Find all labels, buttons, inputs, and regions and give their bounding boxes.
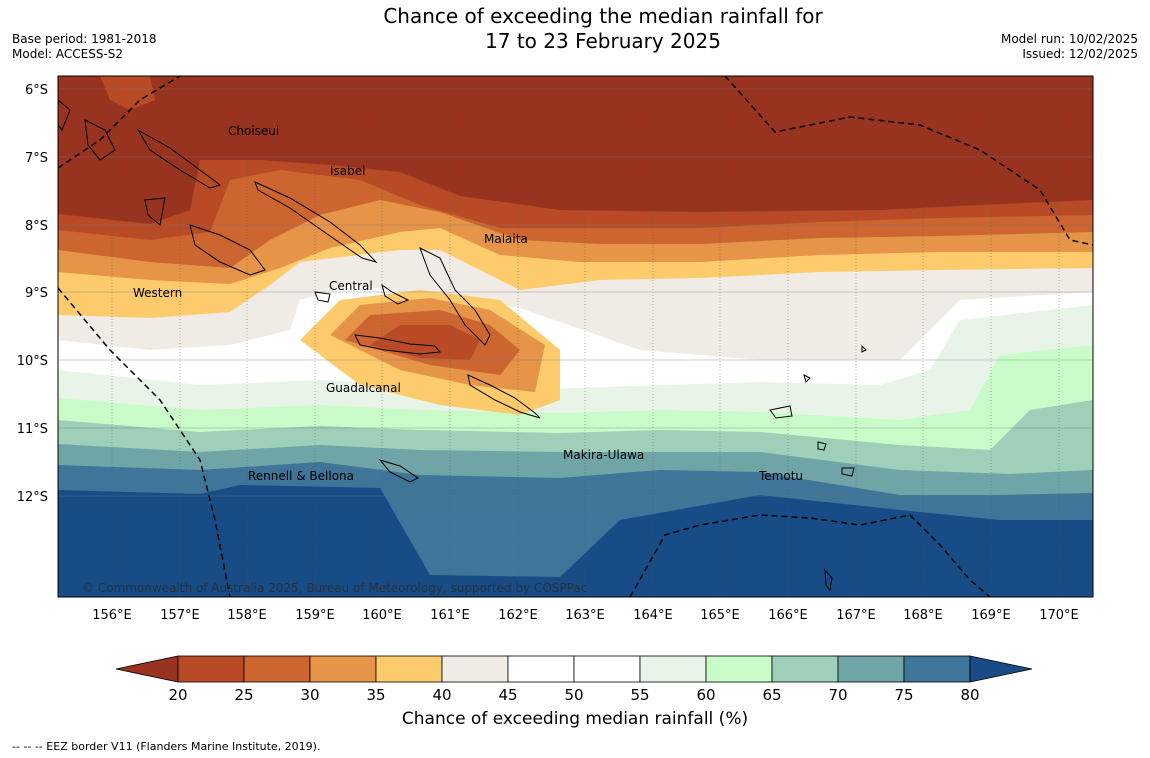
island-malaita: [419, 246, 491, 346]
island-makira: [467, 374, 541, 419]
island-central: [314, 283, 410, 305]
lon-label: 157°E: [160, 608, 200, 623]
island-santa-cruz: [769, 405, 793, 419]
colorbar-tick-label: 60: [696, 686, 715, 704]
lon-label: 159°E: [295, 608, 335, 623]
title-line-2: 17 to 23 February 2025: [485, 29, 721, 53]
colorbar: [115, 655, 1033, 683]
lon-label: 162°E: [498, 608, 538, 623]
lon-label: 161°E: [430, 608, 470, 623]
eez-footnote: -- -- -- EEZ border V11 (Flanders Marine…: [12, 740, 321, 753]
meta-left: Base period: 1981-2018 Model: ACCESS-S2: [12, 32, 157, 62]
title-line-1: Chance of exceeding the median rainfall …: [383, 4, 823, 28]
colorbar-label: Chance of exceeding median rainfall (%): [401, 709, 749, 729]
map-frame: [57, 75, 1094, 598]
lat-label: 12°S: [17, 490, 48, 505]
place-label-makira-ulawa: Makira-Ulawa: [563, 448, 644, 462]
place-label-isabel: Isabel: [330, 164, 365, 178]
colorbar-tick-label: 45: [498, 686, 517, 704]
island-anuta: [861, 344, 867, 353]
island-bougainville-tip: [58, 99, 71, 131]
colorbar-tick-label: 40: [432, 686, 451, 704]
lon-label: 166°E: [768, 608, 808, 623]
map-area: [58, 76, 1093, 597]
lon-label: 156°E: [92, 608, 132, 623]
colorbar-segment: [507, 655, 575, 683]
colorbar-segment: [705, 655, 773, 683]
lon-label: 167°E: [836, 608, 876, 623]
island-isabel: [254, 181, 378, 263]
colorbar-segment: [375, 655, 443, 683]
lon-label: 169°E: [971, 608, 1011, 623]
colorbar-tick-label: 80: [960, 686, 979, 704]
lat-label: 7°S: [25, 151, 48, 166]
colorbar-segment: [309, 655, 377, 683]
band-below-20: [58, 76, 1093, 224]
lon-label: 165°E: [700, 608, 740, 623]
colorbar-tick-label: 50: [564, 686, 583, 704]
colorbar-segment: [441, 655, 509, 683]
lon-label: 168°E: [903, 608, 943, 623]
colorbar-tick-label: 75: [894, 686, 913, 704]
meta-right: Model run: 10/02/2025 Issued: 12/02/2025: [1001, 32, 1138, 62]
colorbar-tick-label: 35: [366, 686, 385, 704]
colorbar-arrow-high: [969, 655, 1033, 683]
choiseul-wedge: [100, 76, 155, 110]
island-vella: [144, 197, 166, 226]
island-new-georgia: [189, 224, 266, 276]
lon-label: 163°E: [565, 608, 605, 623]
colorbar-segment: [837, 655, 905, 683]
map-title: Chance of exceeding the median rainfall …: [0, 4, 1150, 54]
place-label-guadalcanal: Guadalcanal: [326, 381, 401, 395]
island-torres: [824, 568, 833, 592]
coastlines: [58, 99, 867, 592]
colorbar-tick-label: 30: [300, 686, 319, 704]
issued-date: Issued: 12/02/2025: [1022, 47, 1138, 61]
colorbar-segment: [771, 655, 839, 683]
eez-borders: [58, 76, 1093, 597]
colorbar-tick-label: 70: [828, 686, 847, 704]
lat-label: 6°S: [25, 83, 48, 98]
colorbar-tick-label: 25: [234, 686, 253, 704]
place-label-temotu: Temotu: [758, 469, 803, 483]
colorbar-segment: [639, 655, 707, 683]
lat-label: 11°S: [17, 422, 48, 437]
island-utupua: [817, 441, 827, 451]
lat-label: 10°S: [17, 354, 48, 369]
colorbar-segment: [903, 655, 971, 683]
colorbar-tick-label: 65: [762, 686, 781, 704]
place-label-rennell-bellona: Rennell & Bellona: [248, 469, 354, 483]
lat-label: 8°S: [25, 219, 48, 234]
colorbar-segment: [573, 655, 641, 683]
colorbar-ticks: 20 25 30 35 40 45 50 55 60 65 70 75 80: [168, 686, 979, 704]
island-guadalcanal: [354, 334, 441, 355]
lon-label: 164°E: [633, 608, 673, 623]
colorbar-segment: [243, 655, 311, 683]
base-period: Base period: 1981-2018: [12, 32, 157, 46]
lon-label: 160°E: [362, 608, 402, 623]
lat-label: 9°S: [25, 286, 48, 301]
island-choiseul: [136, 128, 222, 189]
lon-label: 170°E: [1039, 608, 1079, 623]
place-label-choiseul: Choiseul: [228, 124, 279, 138]
colorbar-tick-label: 20: [168, 686, 187, 704]
model-run: Model run: 10/02/2025: [1000, 32, 1138, 46]
model-name: Model: ACCESS-S2: [12, 47, 124, 61]
copyright-notice: © Commonwealth of Australia 2025, Bureau…: [82, 581, 587, 595]
place-label-central: Central: [329, 279, 373, 293]
colorbar-segment: [177, 655, 245, 683]
lon-label: 158°E: [227, 608, 267, 623]
place-label-western: Western: [133, 286, 182, 300]
colorbar-arrow-low: [115, 655, 179, 683]
island-vanikoro: [841, 467, 855, 477]
place-label-malaita: Malaita: [484, 232, 528, 246]
island-reef: [803, 374, 811, 383]
lat-gridlines: [58, 88, 1093, 497]
island-shortlands: [84, 119, 116, 161]
colorbar-tick-label: 55: [630, 686, 649, 704]
island-rennell: [378, 459, 419, 483]
